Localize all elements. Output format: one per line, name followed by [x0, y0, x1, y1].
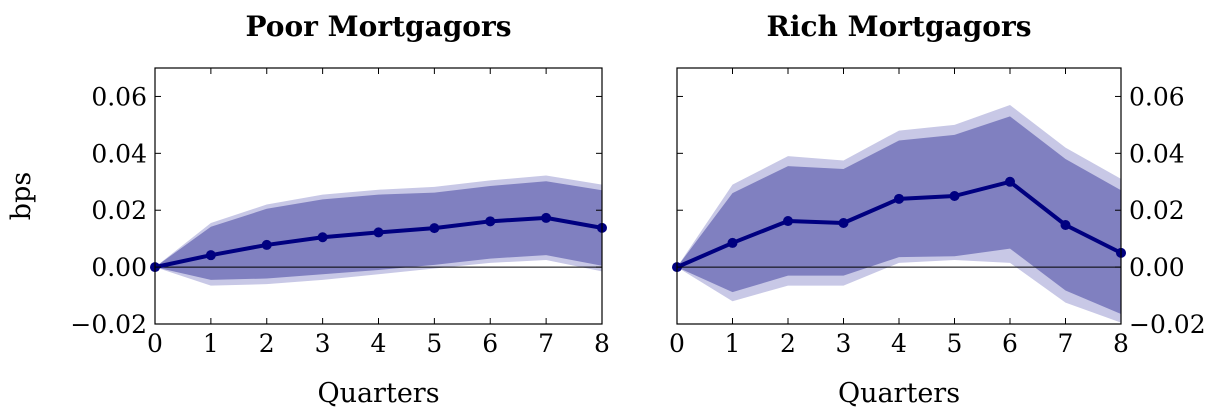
y-tick-label: 0.04 [1129, 139, 1185, 168]
x-tick-label: 4 [891, 329, 907, 358]
x-tick-label: 6 [1002, 329, 1018, 358]
y-tick-label: 0.00 [91, 253, 147, 282]
x-tick-label: 3 [315, 329, 331, 358]
x-tick-label: 4 [371, 329, 387, 358]
data-point [894, 193, 904, 204]
y-tick-label: −0.02 [1129, 310, 1206, 339]
data-point [727, 237, 738, 248]
x-tick-label: 3 [836, 329, 852, 358]
chart-title: Rich Mortgagors [767, 10, 1032, 43]
y-tick-label: 0.02 [1129, 196, 1185, 225]
data-point [541, 212, 552, 223]
y-tick-label: 0.06 [1129, 82, 1185, 111]
x-tick-label: 0 [669, 329, 685, 358]
x-tick-label: 8 [1113, 329, 1129, 358]
data-point [949, 191, 960, 201]
y-tick-label: 0.00 [1129, 253, 1185, 282]
chart-title: Poor Mortgagors [246, 10, 512, 43]
x-tick-label: 6 [482, 329, 498, 358]
data-point [1060, 220, 1071, 231]
x-axis-label: Quarters [317, 378, 439, 409]
data-point [783, 216, 793, 227]
x-tick-label: 0 [147, 329, 163, 358]
y-tick-label: 0.02 [91, 196, 147, 225]
data-point [485, 216, 496, 227]
data-point [838, 218, 849, 229]
y-tick-label: −0.02 [70, 310, 147, 339]
x-tick-label: 1 [203, 329, 219, 358]
data-point [205, 250, 216, 261]
x-tick-label: 5 [947, 329, 963, 358]
data-point [261, 239, 272, 250]
y-tick-label: 0.04 [91, 139, 147, 168]
data-point [317, 232, 328, 243]
data-point [429, 223, 440, 234]
x-tick-label: 1 [725, 329, 741, 358]
data-point [373, 227, 384, 238]
y-tick-label: 0.06 [91, 82, 147, 111]
x-tick-label: 7 [538, 329, 554, 358]
confidence-band-inner [677, 116, 1121, 315]
x-tick-label: 2 [780, 329, 796, 358]
x-axis-label: Quarters [838, 378, 960, 409]
x-tick-label: 5 [426, 329, 442, 358]
x-tick-label: 8 [594, 329, 610, 358]
x-tick-label: 2 [259, 329, 275, 358]
y-axis-label: bps [6, 172, 37, 220]
data-point [1005, 176, 1015, 187]
x-tick-label: 7 [1058, 329, 1074, 358]
